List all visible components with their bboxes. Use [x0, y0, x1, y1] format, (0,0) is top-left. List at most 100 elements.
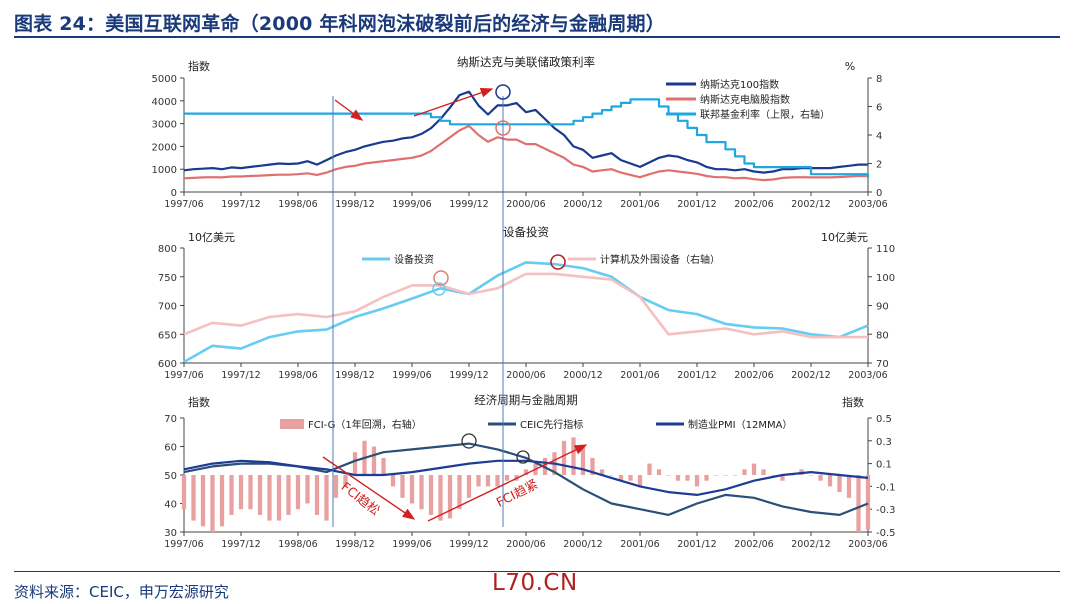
bar-fci [675, 475, 681, 481]
x-tick-label: 2003/06 [848, 199, 887, 210]
y-tick-label-right: 110 [876, 244, 895, 255]
x-tick-label: 2002/12 [791, 539, 830, 550]
bar-fci [324, 475, 329, 521]
y-tick-label-left: 5000 [152, 74, 177, 85]
y-tick-label-left: 50 [164, 471, 177, 482]
y-tick-label-right: -0.3 [876, 505, 896, 516]
bar-fci [314, 475, 320, 515]
page-title: 图表 24：美国互联网革命（2000 年科网泡沫破裂前后的经济与金融周期） [14, 13, 665, 35]
y-tick-label-left: 800 [158, 244, 177, 255]
y-tick-label-left: 750 [158, 273, 177, 284]
panel-title: 纳斯达克与美联储政策利率 [457, 55, 595, 69]
x-tick-label: 1998/12 [335, 199, 374, 210]
bar-fci [305, 475, 310, 504]
x-tick-label: 1997/12 [221, 370, 260, 381]
y-tick-label-left: 700 [158, 302, 177, 313]
series-line-nasdaq [183, 90, 868, 174]
y-tick-label-left: 60 [164, 443, 177, 454]
bar-fci [704, 475, 709, 481]
annotation-circle [432, 282, 446, 296]
y-tick-label-left: 1000 [152, 165, 177, 176]
y-axis-label-left: 指数 [188, 395, 210, 409]
bar-fci [257, 475, 263, 515]
annotation-arrow [322, 456, 416, 520]
x-tick-label: 1998/12 [335, 539, 374, 550]
bar-fci [571, 437, 576, 475]
bar-fci [352, 452, 358, 475]
bar-fci [447, 475, 453, 519]
y-tick-label-right: -0.1 [876, 482, 896, 493]
y-tick-label-right: 90 [876, 302, 889, 313]
bar-fci [647, 463, 652, 475]
bar-fci [856, 475, 861, 532]
x-tick-label: 1997/12 [221, 539, 260, 550]
legend-label: 设备投资 [394, 253, 434, 266]
watermark: L70.CN [492, 570, 578, 596]
x-tick-label: 1998/12 [335, 370, 374, 381]
annotation-circle [550, 254, 566, 270]
bar-fci [210, 475, 215, 532]
x-tick-label: 2002/06 [734, 539, 773, 550]
x-tick-label: 2001/06 [620, 199, 659, 210]
bar-fci [457, 475, 462, 510]
legend-label: 联邦基金利率（上限，右轴） [700, 108, 830, 121]
x-tick-label: 1997/06 [164, 199, 203, 210]
bar-fci [846, 475, 852, 498]
bar-fci [219, 475, 225, 527]
annotation-arrow [413, 88, 494, 117]
x-tick-label: 1998/06 [278, 199, 317, 210]
y-tick-label-left: 650 [158, 330, 177, 341]
bar-fci [618, 475, 624, 481]
bar-fci [628, 475, 633, 481]
y-tick-label-left: 600 [158, 359, 177, 370]
bar-fci [229, 475, 234, 515]
x-tick-label: 2002/12 [791, 199, 830, 210]
x-tick-label: 1997/06 [164, 370, 203, 381]
bar-fci [789, 475, 795, 476]
y-tick-label-left: 2000 [152, 142, 177, 153]
annotation-circle [495, 120, 511, 136]
x-tick-label: 1999/06 [392, 370, 431, 381]
x-tick-label: 2000/06 [506, 370, 545, 381]
bar-fci [295, 475, 301, 510]
x-tick-label: 2001/12 [677, 370, 716, 381]
bar-fci [656, 469, 662, 475]
bar-fci [685, 475, 690, 481]
bar-fci [732, 475, 738, 476]
bar-fci [713, 475, 719, 476]
bar-fci [371, 446, 377, 475]
y-tick-label-left: 70 [164, 414, 177, 425]
bar-fci [276, 475, 282, 521]
series-line-pmi [183, 459, 869, 496]
x-tick-label: 2002/06 [734, 199, 773, 210]
bar-fci [865, 475, 871, 530]
bar-fci [181, 475, 187, 510]
x-tick-label: 1999/06 [392, 539, 431, 550]
bar-fci [666, 475, 671, 476]
x-tick-label: 2000/12 [563, 370, 602, 381]
legend-label: CEIC先行指标 [520, 418, 583, 431]
y-tick-label-left: 30 [164, 528, 177, 539]
bar-fci [761, 469, 766, 475]
bar-fci [286, 475, 291, 515]
y-tick-label-right: 70 [876, 359, 889, 370]
bar-fci [561, 440, 567, 475]
x-tick-label: 1998/06 [278, 539, 317, 550]
x-tick-label: 1997/06 [164, 539, 203, 550]
y-tick-label-right: 6 [876, 103, 882, 114]
y-axis-label-right: 10亿美元 [821, 231, 868, 244]
y-tick-label-right: -0.5 [876, 528, 896, 539]
bar-fci [438, 475, 443, 521]
bar-fci [751, 463, 757, 475]
bar-fci [599, 469, 605, 475]
x-tick-label: 2002/06 [734, 370, 773, 381]
x-tick-label: 1997/12 [221, 199, 260, 210]
bar-fci [267, 475, 272, 521]
title-divider [14, 36, 1060, 38]
x-tick-label: 2001/12 [677, 199, 716, 210]
bar-fci [191, 475, 196, 521]
bar-fci [827, 475, 833, 487]
y-tick-label-right: 8 [876, 74, 882, 85]
x-tick-label: 2001/12 [677, 539, 716, 550]
